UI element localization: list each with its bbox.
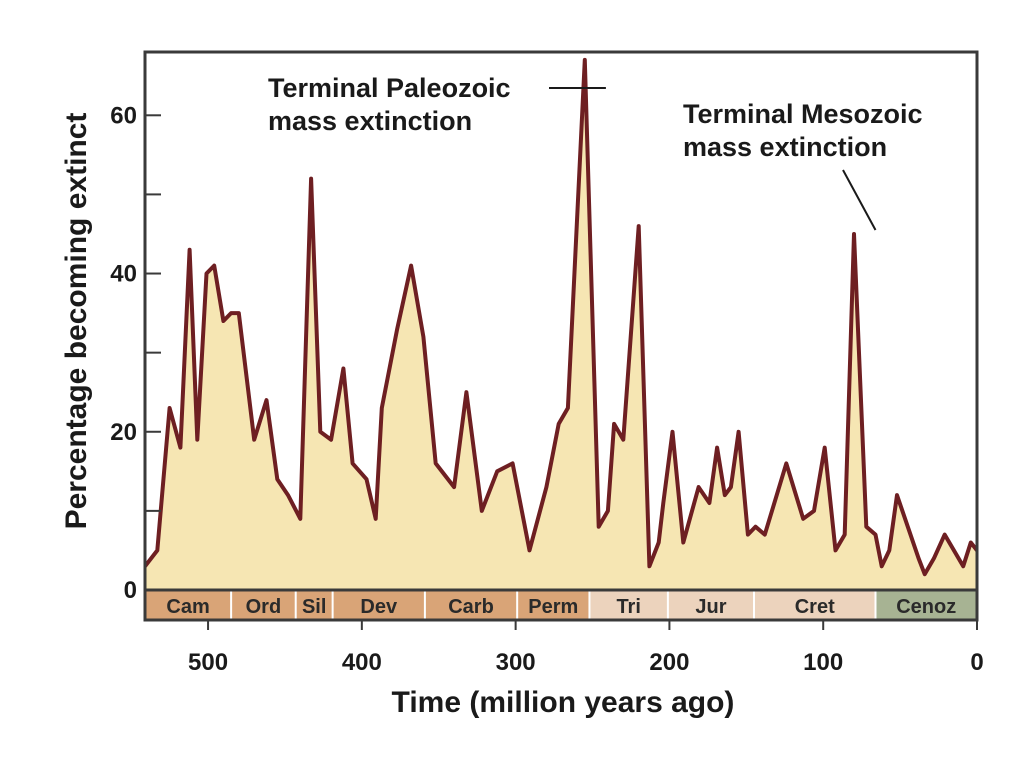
extinction-area-fill	[145, 59, 977, 590]
period-segment-jur	[667, 590, 755, 620]
period-segment-tri	[589, 590, 668, 620]
annotation-mesozoic: Terminal Mesozoic mass extinction	[683, 99, 923, 162]
y-tick-label: 60	[110, 102, 137, 129]
y-tick-label: 0	[124, 577, 137, 604]
x-tick-label: 500	[188, 649, 228, 676]
x-tick-label: 100	[803, 649, 843, 676]
period-label-tri: Tri	[616, 596, 640, 618]
period-segment-carb	[424, 590, 518, 620]
period-segment-dev	[332, 590, 425, 620]
period-label-dev: Dev	[360, 596, 398, 618]
x-tick-label: 400	[342, 649, 382, 676]
y-tick-label: 20	[110, 419, 137, 446]
period-label-cenoz: Cenoz	[896, 596, 956, 618]
annotations: Terminal Paleozoic mass extinction Termina…	[268, 73, 923, 231]
period-segment-cenoz	[875, 590, 977, 620]
extinction-line	[143, 57, 979, 577]
period-label-cam: Cam	[166, 596, 209, 618]
period-label-ord: Ord	[246, 596, 282, 618]
period-label-cret: Cret	[795, 596, 835, 618]
period-segment-cam	[145, 590, 232, 620]
x-tick-label: 0	[970, 649, 983, 676]
y-axis-title: Percentage becoming extinct	[60, 113, 93, 530]
x-axis: 500 400 300 200 100 0	[188, 620, 984, 676]
annotation-paleozoic: Terminal Paleozoic mass extinction	[268, 73, 511, 136]
period-segment-sil	[295, 590, 333, 620]
annotation-mesozoic-pointer	[842, 169, 877, 231]
period-label-carb: Carb	[448, 596, 494, 618]
y-axis: 0 20 40 60	[110, 102, 161, 604]
y-tick-label: 40	[110, 261, 137, 288]
period-label-perm: Perm	[528, 596, 578, 618]
x-axis-title: Time (million years ago)	[392, 686, 735, 719]
geologic-period-bar: Cam Ord Sil Dev Carb Perm Tri Jur Cret Cenoz	[145, 590, 977, 620]
period-label-sil: Sil	[302, 596, 326, 618]
period-segment-ord	[231, 590, 296, 620]
period-segment-perm	[517, 590, 590, 620]
period-label-jur: Jur	[695, 596, 726, 618]
x-tick-label: 200	[649, 649, 689, 676]
x-tick-label: 300	[496, 649, 536, 676]
plot-frame	[143, 50, 979, 622]
period-segment-cret	[754, 590, 876, 620]
